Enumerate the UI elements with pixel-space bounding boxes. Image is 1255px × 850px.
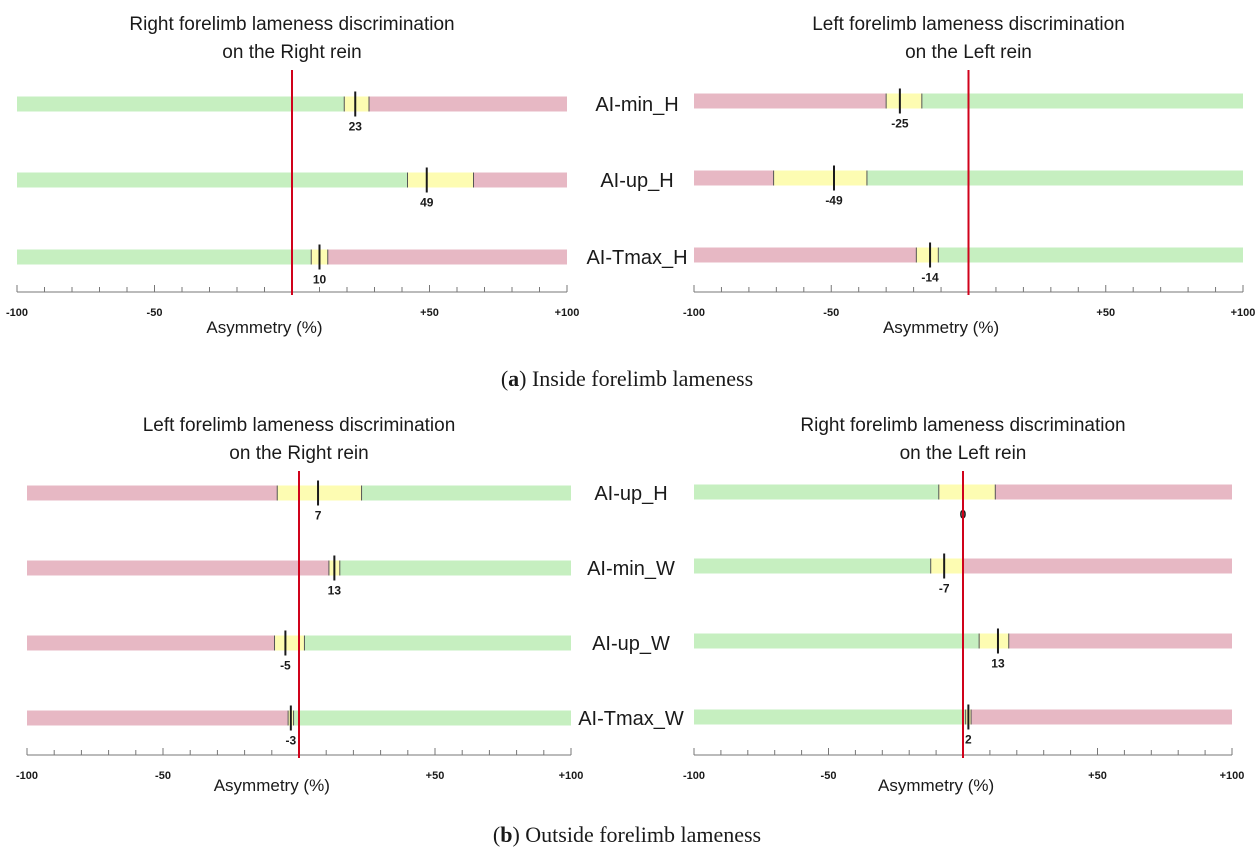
value-label: 10 xyxy=(313,273,327,287)
confidence-band xyxy=(938,484,996,500)
bar-left-segment xyxy=(694,558,931,574)
confidence-band xyxy=(979,633,1009,649)
confidence-band xyxy=(773,170,867,186)
bar-left-segment xyxy=(27,485,278,501)
panel-title-line: on the Left rein xyxy=(905,42,1032,63)
value-label: -7 xyxy=(939,582,950,596)
bar-left-segment xyxy=(27,635,275,651)
bar-left-segment xyxy=(27,710,289,726)
panel-title-line: on the Right rein xyxy=(222,42,361,63)
value-label: -5 xyxy=(280,659,291,673)
confidence-band xyxy=(886,93,922,109)
bar-left-segment xyxy=(694,170,774,186)
value-label: -14 xyxy=(921,271,939,285)
panel-b-left: Left forelimb lameness discrimination on … xyxy=(16,415,684,795)
x-tick-label: +50 xyxy=(420,307,439,319)
bar-right-segment xyxy=(473,172,567,188)
x-tick-label: -50 xyxy=(821,770,837,782)
confidence-band xyxy=(277,485,362,501)
panel-title-line: Right forelimb lameness discrimination xyxy=(129,14,454,35)
x-tick-label: +100 xyxy=(559,770,584,782)
bar-left-segment xyxy=(27,560,329,576)
value-label: 13 xyxy=(328,584,342,598)
bar-left-segment xyxy=(17,249,312,265)
bar-right-segment xyxy=(971,709,1232,725)
value-label: -3 xyxy=(286,734,297,748)
panel-title-line: on the Right rein xyxy=(229,443,368,464)
x-tick-label: +100 xyxy=(1231,307,1255,319)
x-axis-title: Asymmetry (%) xyxy=(206,318,322,337)
bar-left-segment xyxy=(694,633,980,649)
bar-left-segment xyxy=(17,172,408,188)
bar-right-segment xyxy=(327,249,567,265)
confidence-band xyxy=(274,635,305,651)
panel-a-right: Left forelimb lameness discrimination on … xyxy=(683,14,1255,337)
metric-label: AI-up_H xyxy=(600,170,673,192)
bar-right-segment xyxy=(866,170,1243,186)
x-axis-title: Asymmetry (%) xyxy=(883,318,999,337)
panel-title-line: on the Left rein xyxy=(900,443,1027,464)
value-label: 23 xyxy=(349,120,363,134)
confidence-band xyxy=(916,247,939,263)
bar-right-segment xyxy=(995,484,1232,500)
x-tick-label: +50 xyxy=(1096,307,1115,319)
metric-label: AI-up_H xyxy=(594,483,667,505)
caption-a-text: Inside forelimb lameness xyxy=(526,366,753,391)
bar-left-segment xyxy=(694,93,887,109)
caption-b-text: Outside forelimb lameness xyxy=(520,822,761,847)
bar-left-segment xyxy=(17,96,345,112)
x-tick-label: -100 xyxy=(16,770,38,782)
x-axis-title: Asymmetry (%) xyxy=(878,776,994,795)
bar-right-segment xyxy=(361,485,571,501)
bar-right-segment xyxy=(1008,633,1232,649)
metric-label: AI-Tmax_W xyxy=(578,708,684,730)
confidence-band xyxy=(930,558,963,574)
bar-right-segment xyxy=(921,93,1243,109)
x-tick-label: -100 xyxy=(6,307,28,319)
value-label: -49 xyxy=(825,194,843,208)
x-tick-label: -50 xyxy=(155,770,171,782)
x-tick-label: -100 xyxy=(683,307,705,319)
bar-right-segment xyxy=(293,710,571,726)
bar-left-segment xyxy=(694,709,966,725)
metric-label: AI-min_W xyxy=(587,558,675,580)
bar-right-segment xyxy=(369,96,567,112)
caption-a-letter: a xyxy=(508,366,519,391)
value-label: 7 xyxy=(315,509,322,523)
panel-title-line: Left forelimb lameness discrimination xyxy=(143,415,456,436)
panel-title-line: Right forelimb lameness discrimination xyxy=(800,415,1125,436)
panel-title-line: Left forelimb lameness discrimination xyxy=(812,14,1125,35)
bar-right-segment xyxy=(339,560,571,576)
caption-b: (b) Outside forelimb lameness xyxy=(493,822,761,847)
value-label: 2 xyxy=(965,733,972,747)
x-tick-label: -50 xyxy=(147,307,163,319)
x-tick-label: -50 xyxy=(823,307,839,319)
caption-a: (a) Inside forelimb lameness xyxy=(501,366,753,391)
x-tick-label: +100 xyxy=(555,307,580,319)
bar-left-segment xyxy=(694,247,917,263)
value-label: 13 xyxy=(991,657,1005,671)
value-label: 49 xyxy=(420,196,434,210)
bar-left-segment xyxy=(694,484,939,500)
panel-b-right: Right forelimb lameness discrimination on… xyxy=(683,415,1244,795)
metric-label: AI-Tmax_H xyxy=(586,247,687,269)
confidence-band xyxy=(344,96,369,112)
bar-right-segment xyxy=(938,247,1243,263)
x-tick-label: +50 xyxy=(1088,770,1107,782)
metric-label: AI-up_W xyxy=(592,633,670,655)
x-axis-title: Asymmetry (%) xyxy=(214,776,330,795)
panel-a-left: Right forelimb lameness discrimination on… xyxy=(6,14,688,337)
bar-right-segment xyxy=(304,635,571,651)
bar-right-segment xyxy=(963,558,1232,574)
metric-label: AI-min_H xyxy=(595,94,678,116)
caption-b-letter: b xyxy=(500,822,512,847)
value-label: -25 xyxy=(891,117,909,131)
x-tick-label: +100 xyxy=(1220,770,1245,782)
confidence-band xyxy=(407,172,474,188)
x-tick-label: -100 xyxy=(683,770,705,782)
x-tick-label: +50 xyxy=(426,770,445,782)
